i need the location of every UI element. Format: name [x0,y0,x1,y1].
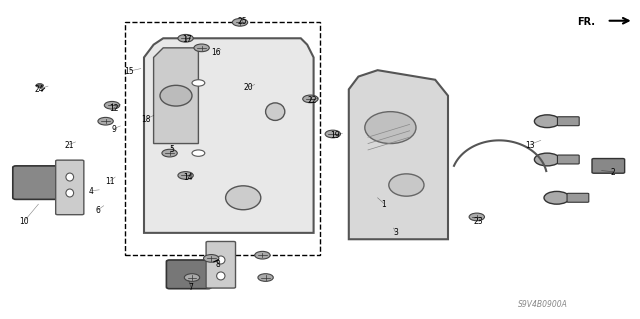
Text: 24: 24 [35,85,45,94]
Circle shape [258,274,273,281]
Circle shape [104,101,120,109]
Text: FR.: FR. [577,17,595,27]
Text: 17: 17 [182,35,192,44]
Text: 10: 10 [19,217,29,226]
Text: 25: 25 [237,17,247,26]
Text: 5: 5 [169,145,174,154]
Text: 1: 1 [381,200,387,209]
PathPatch shape [144,38,314,233]
Ellipse shape [365,112,416,144]
Text: S9V4B0900A: S9V4B0900A [518,300,568,309]
Circle shape [544,191,570,204]
Ellipse shape [388,174,424,196]
Circle shape [36,84,44,87]
Ellipse shape [226,186,261,210]
PathPatch shape [349,70,448,239]
Circle shape [194,44,209,52]
FancyBboxPatch shape [56,160,84,215]
Text: 9: 9 [111,125,116,134]
Text: 22: 22 [308,96,317,105]
Text: 3: 3 [393,228,398,237]
Ellipse shape [160,85,192,106]
Text: 12: 12 [109,104,118,113]
Text: 20: 20 [243,83,253,92]
FancyBboxPatch shape [557,155,579,164]
Circle shape [178,172,193,179]
Circle shape [204,255,219,262]
Ellipse shape [266,103,285,121]
Text: 11: 11 [106,177,115,186]
FancyBboxPatch shape [13,166,61,199]
Text: 19: 19 [330,131,340,140]
Text: 8: 8 [215,260,220,269]
Text: 21: 21 [65,141,74,150]
FancyBboxPatch shape [206,241,236,288]
Circle shape [178,34,193,42]
FancyBboxPatch shape [557,117,579,126]
FancyBboxPatch shape [567,193,589,202]
Text: 14: 14 [182,173,193,182]
Circle shape [192,80,205,86]
Circle shape [303,95,318,103]
Text: 18: 18 [141,115,150,124]
Circle shape [534,153,560,166]
Circle shape [162,149,177,157]
PathPatch shape [154,48,198,144]
Text: 6: 6 [95,206,100,215]
Circle shape [192,150,205,156]
Circle shape [232,19,248,26]
Ellipse shape [216,256,225,264]
Ellipse shape [66,189,74,197]
Text: 16: 16 [211,48,221,57]
Circle shape [325,130,340,138]
Text: 2: 2 [611,168,616,177]
Text: 15: 15 [124,67,134,76]
Circle shape [255,251,270,259]
Circle shape [98,117,113,125]
Text: 13: 13 [525,141,535,150]
Circle shape [534,115,560,128]
Circle shape [469,213,484,221]
Circle shape [184,274,200,281]
FancyBboxPatch shape [592,159,625,173]
Text: 23: 23 [474,217,484,226]
Ellipse shape [66,173,74,181]
Text: 7: 7 [188,283,193,292]
FancyBboxPatch shape [166,260,211,289]
Ellipse shape [216,272,225,280]
Text: 4: 4 [89,187,94,196]
